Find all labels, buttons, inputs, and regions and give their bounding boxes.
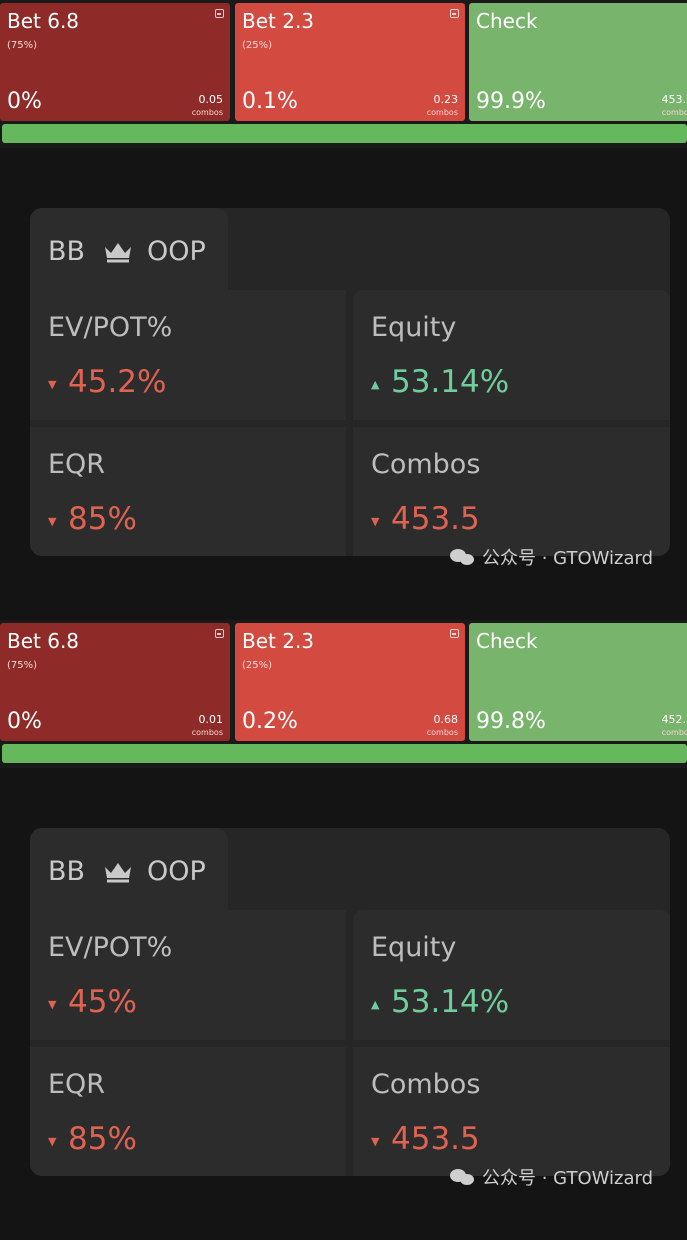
stat-value: 45% xyxy=(68,984,137,1020)
action-frequency: 0% xyxy=(7,709,42,734)
stat-value: 453.5 xyxy=(391,501,480,537)
stat-combos: Combos ▼ 453.5 xyxy=(353,427,670,556)
combos-label: combos xyxy=(192,728,223,737)
action-bet-2-3[interactable]: Bet 2.3 (25%) 0.2% 0.68 combos xyxy=(235,623,465,741)
stat-value: 53.14% xyxy=(391,364,509,400)
action-name: Bet 6.8 xyxy=(7,9,79,33)
action-size: (25%) xyxy=(242,40,272,51)
stat-eqr: EQR ▼ 85% xyxy=(30,1047,346,1176)
up-arrow-icon: ▲ xyxy=(371,998,379,1011)
wechat-icon xyxy=(450,549,474,566)
stat-label: EV/POT% xyxy=(48,932,172,963)
action-frequency: 99.9% xyxy=(476,89,546,114)
stat-ev-pot: EV/POT% ▼ 45% xyxy=(30,910,346,1040)
combos-label: combos xyxy=(427,108,458,117)
stat-label: Equity xyxy=(371,312,456,343)
combos-label: combos xyxy=(662,728,687,737)
action-bet-2-3[interactable]: Bet 2.3 (25%) 0.1% 0.23 combos xyxy=(235,3,465,121)
down-arrow-icon: ▼ xyxy=(371,1135,379,1148)
frequency-bar xyxy=(2,744,687,763)
stat-label: Equity xyxy=(371,932,456,963)
flag-icon[interactable] xyxy=(215,629,224,638)
strategy-panel-2: Bet 6.8 (75%) 0% 0.01 combos Bet 2.3 (25… xyxy=(0,620,687,1240)
down-arrow-icon: ▼ xyxy=(371,515,379,528)
stat-label: EQR xyxy=(48,449,105,480)
action-frequency: 99.8% xyxy=(476,709,546,734)
player-position: OOP xyxy=(147,856,206,887)
action-name: Check xyxy=(476,629,538,653)
flag-icon[interactable] xyxy=(450,629,459,638)
player-name: BB xyxy=(48,236,85,267)
stat-value: 453.5 xyxy=(391,1121,480,1157)
stat-equity: Equity ▲ 53.14% xyxy=(353,290,670,420)
down-arrow-icon: ▼ xyxy=(48,998,56,1011)
player-tab[interactable]: BB OOP xyxy=(30,208,228,290)
action-name: Check xyxy=(476,9,538,33)
action-frequency: 0.1% xyxy=(242,89,298,114)
stat-value: 85% xyxy=(68,501,137,537)
watermark-text: 公众号 · GTOWizard xyxy=(482,1168,653,1189)
stat-value: 53.14% xyxy=(391,984,509,1020)
combos-label: combos xyxy=(427,728,458,737)
strategy-panel-1: Bet 6.8 (75%) 0% 0.05 combos Bet 2.3 (25… xyxy=(0,0,687,620)
stat-label: EQR xyxy=(48,1069,105,1100)
combos-label: combos xyxy=(662,108,687,117)
down-arrow-icon: ▼ xyxy=(48,515,56,528)
stat-combos: Combos ▼ 453.5 xyxy=(353,1047,670,1176)
watermark-text: 公众号 · GTOWizard xyxy=(482,548,653,569)
down-arrow-icon: ▼ xyxy=(48,378,56,391)
action-tiles: Bet 6.8 (75%) 0% 0.05 combos Bet 2.3 (25… xyxy=(0,3,687,121)
stat-ev-pot: EV/POT% ▼ 45.2% xyxy=(30,290,346,420)
action-combos: 453.3 xyxy=(662,93,687,106)
combos-label: combos xyxy=(192,108,223,117)
stat-eqr: EQR ▼ 85% xyxy=(30,427,346,556)
stat-value: 45.2% xyxy=(68,364,166,400)
action-name: Bet 2.3 xyxy=(242,9,314,33)
crown-icon xyxy=(103,241,133,263)
stat-value: 85% xyxy=(68,1121,137,1157)
player-name: BB xyxy=(48,856,85,887)
action-name: Bet 6.8 xyxy=(7,629,79,653)
stat-label: Combos xyxy=(371,1069,480,1100)
action-bet-6-8[interactable]: Bet 6.8 (75%) 0% 0.01 combos xyxy=(0,623,230,741)
up-arrow-icon: ▲ xyxy=(371,378,379,391)
action-check[interactable]: Check 99.9% 453.3 combos xyxy=(469,3,687,121)
frequency-bar xyxy=(2,124,687,143)
action-size: (25%) xyxy=(242,660,272,671)
action-check[interactable]: Check 99.8% 452.7 combos xyxy=(469,623,687,741)
action-size: (75%) xyxy=(7,40,37,51)
action-frequency: 0.2% xyxy=(242,709,298,734)
stat-label: Combos xyxy=(371,449,480,480)
action-combos: 0.01 xyxy=(199,713,224,726)
action-size: (75%) xyxy=(7,660,37,671)
player-position: OOP xyxy=(147,236,206,267)
action-combos: 0.68 xyxy=(434,713,459,726)
wechat-icon xyxy=(450,1169,474,1186)
stat-equity: Equity ▲ 53.14% xyxy=(353,910,670,1040)
action-bet-6-8[interactable]: Bet 6.8 (75%) 0% 0.05 combos xyxy=(0,3,230,121)
action-frequency: 0% xyxy=(7,89,42,114)
player-tab[interactable]: BB OOP xyxy=(30,828,228,910)
action-name: Bet 2.3 xyxy=(242,629,314,653)
crown-icon xyxy=(103,861,133,883)
action-combos: 0.05 xyxy=(199,93,224,106)
flag-icon[interactable] xyxy=(450,9,459,18)
watermark: 公众号 · GTOWizard xyxy=(450,1164,653,1190)
stat-label: EV/POT% xyxy=(48,312,172,343)
action-combos: 0.23 xyxy=(434,93,459,106)
down-arrow-icon: ▼ xyxy=(48,1135,56,1148)
action-tiles: Bet 6.8 (75%) 0% 0.01 combos Bet 2.3 (25… xyxy=(0,623,687,741)
action-combos: 452.7 xyxy=(662,713,687,726)
watermark: 公众号 · GTOWizard xyxy=(450,544,653,570)
flag-icon[interactable] xyxy=(215,9,224,18)
